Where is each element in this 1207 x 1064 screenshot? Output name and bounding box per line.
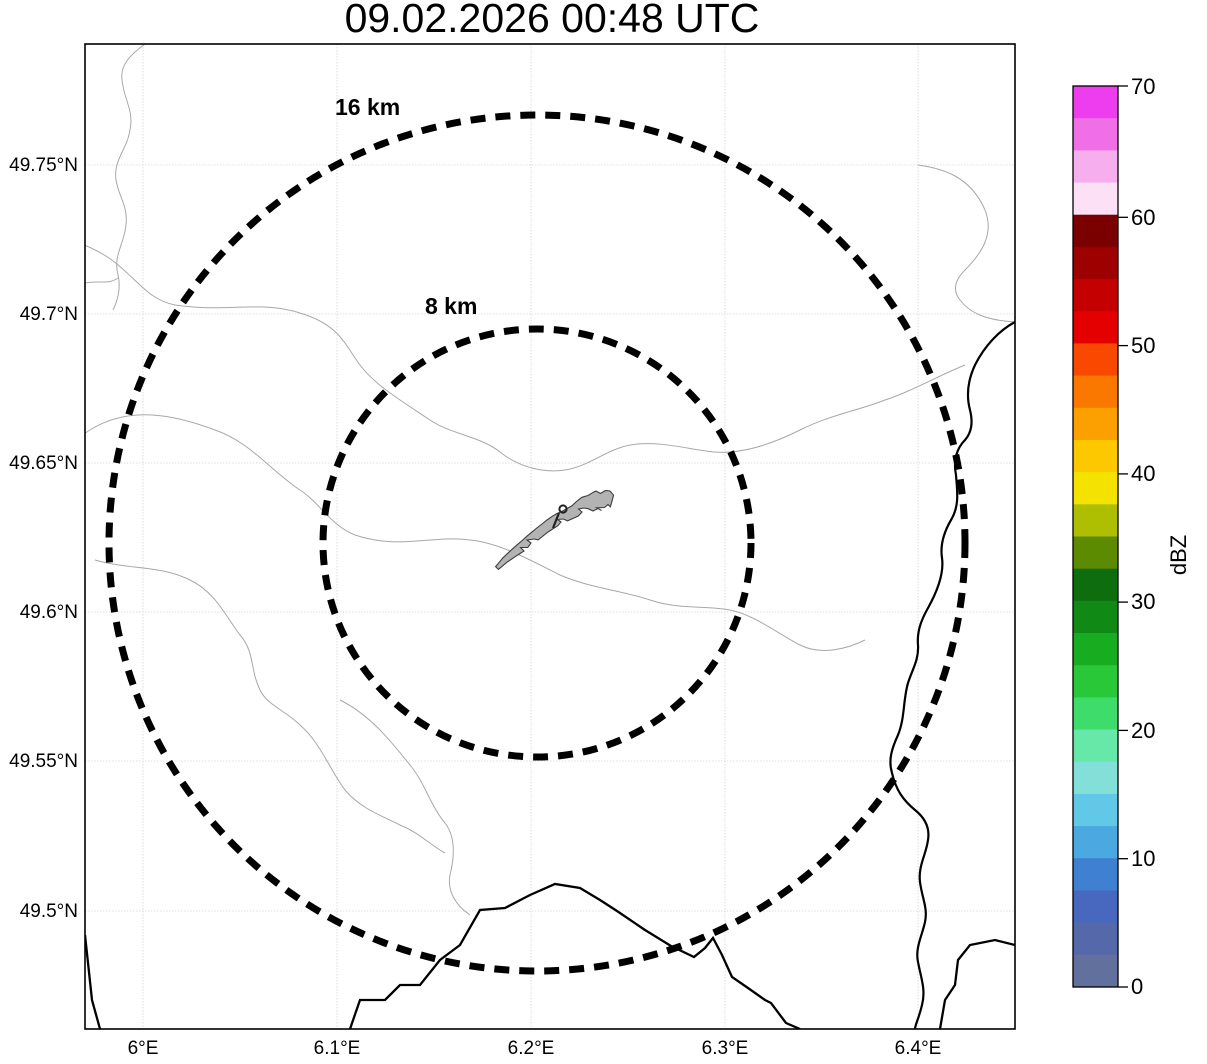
svg-text:49.55°N: 49.55°N	[9, 751, 78, 772]
svg-text:6.3°E: 6.3°E	[702, 1038, 749, 1059]
svg-text:30: 30	[1131, 589, 1155, 614]
svg-text:6°E: 6°E	[128, 1038, 159, 1059]
svg-text:dBZ: dBZ	[1166, 535, 1191, 575]
svg-text:60: 60	[1131, 205, 1155, 230]
svg-text:49.75°N: 49.75°N	[9, 155, 78, 176]
svg-text:16 km: 16 km	[335, 94, 400, 120]
svg-text:20: 20	[1131, 718, 1155, 743]
svg-text:49.5°N: 49.5°N	[20, 901, 78, 922]
svg-text:70: 70	[1131, 74, 1155, 99]
svg-text:09.02.2026 00:48 UTC: 09.02.2026 00:48 UTC	[345, 0, 760, 41]
svg-text:0: 0	[1131, 974, 1143, 999]
svg-text:50: 50	[1131, 333, 1155, 358]
svg-text:6.2°E: 6.2°E	[508, 1038, 555, 1059]
svg-text:40: 40	[1131, 461, 1155, 486]
svg-text:8 km: 8 km	[425, 293, 477, 319]
svg-text:6.1°E: 6.1°E	[314, 1038, 361, 1059]
svg-text:10: 10	[1131, 846, 1155, 871]
svg-text:49.6°N: 49.6°N	[20, 602, 78, 623]
svg-text:49.7°N: 49.7°N	[20, 304, 78, 325]
svg-text:6.4°E: 6.4°E	[895, 1038, 942, 1059]
svg-text:49.65°N: 49.65°N	[9, 453, 78, 474]
